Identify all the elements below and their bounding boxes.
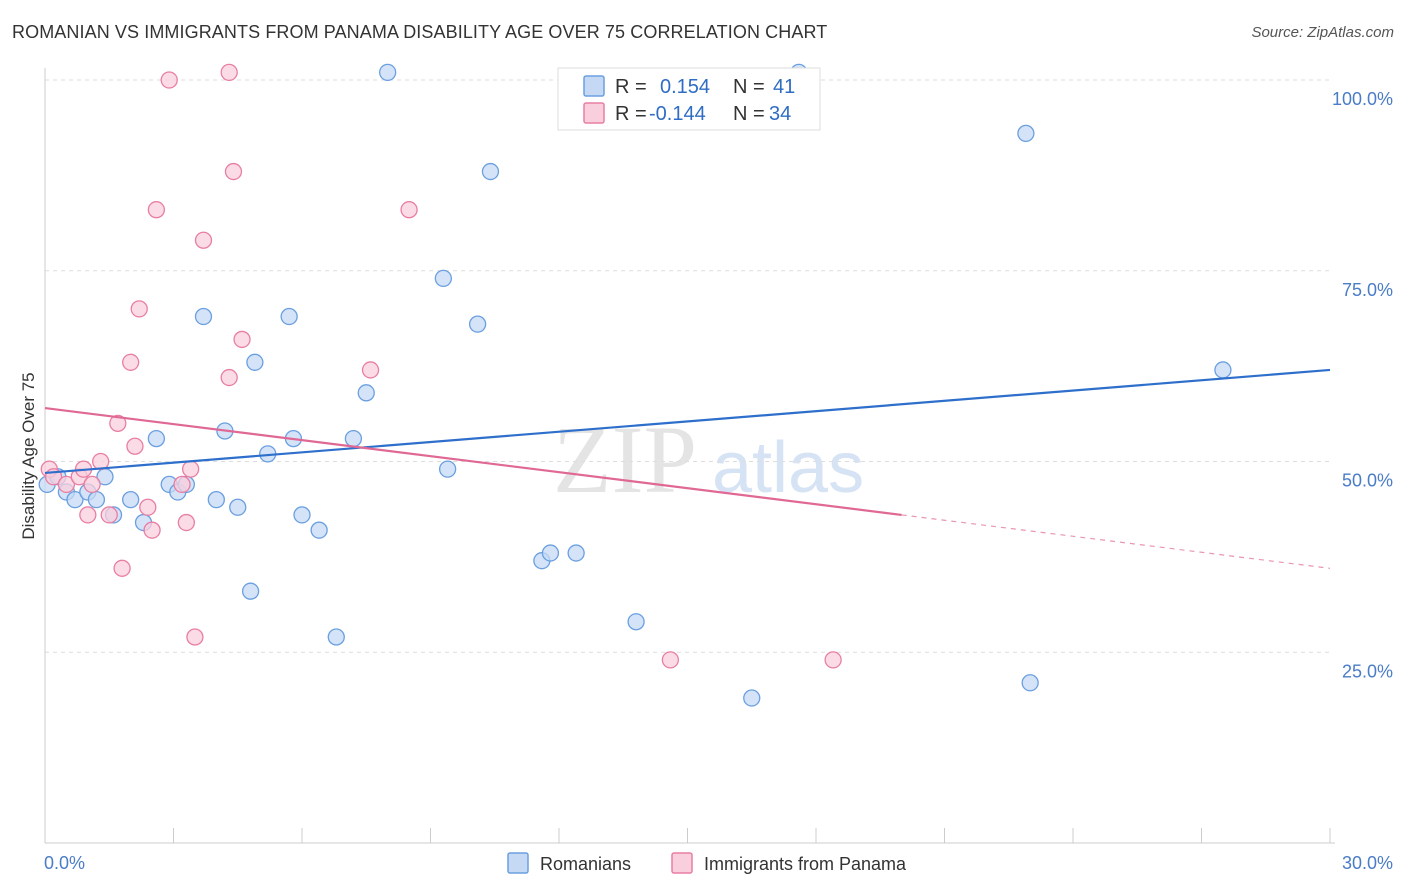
data-point-romanians xyxy=(438,460,457,478)
data-point-panama xyxy=(113,559,131,577)
y-tick-label-25: 25.0% xyxy=(1342,661,1393,681)
trend-line-panama xyxy=(44,406,902,517)
legend: Romanians Immigrants from Panama xyxy=(507,852,907,874)
stats-r-label-panama: R = xyxy=(615,103,647,125)
legend-label-panama: Immigrants from Panama xyxy=(704,854,907,874)
data-point-panama xyxy=(147,201,166,219)
data-point-romanians xyxy=(567,544,585,562)
x-tick-labels: 0.0% 30.0% xyxy=(44,853,1393,873)
data-point-panama xyxy=(126,437,144,455)
source-credit: Source: ZipAtlas.com xyxy=(1251,24,1394,41)
stats-swatch-panama xyxy=(583,102,605,124)
data-point-romanians xyxy=(194,307,213,326)
watermark-zip: ZIP xyxy=(553,406,697,513)
data-point-panama xyxy=(109,414,127,433)
y-tick-label-75: 75.0% xyxy=(1342,280,1393,300)
data-point-romanians xyxy=(344,429,363,448)
stats-n-value-romanians: 41 xyxy=(773,76,795,98)
data-point-romanians xyxy=(468,315,487,333)
data-point-panama xyxy=(139,498,157,516)
data-point-romanians xyxy=(66,490,84,509)
stats-n-label-romanians: N = xyxy=(733,76,765,98)
data-point-panama xyxy=(143,521,161,539)
data-point-panama xyxy=(181,460,200,478)
data-point-romanians xyxy=(357,384,375,402)
data-point-romanians xyxy=(241,582,260,600)
stats-box: R = 0.154 N = 41 R = -0.144 N = 34 xyxy=(557,67,821,131)
stats-n-value-panama: 34 xyxy=(769,103,791,125)
data-point-panama xyxy=(57,475,76,494)
data-point-romanians xyxy=(147,429,166,448)
chart-title: ROMANIAN VS IMMIGRANTS FROM PANAMA DISAB… xyxy=(12,22,828,42)
x-tick-label-30: 30.0% xyxy=(1342,853,1393,873)
data-point-romanians xyxy=(229,498,247,516)
data-point-romanians xyxy=(310,521,328,539)
data-point-panama xyxy=(220,368,238,387)
stats-r-value-romanians: 0.154 xyxy=(660,76,710,98)
watermark: ZIP atlas xyxy=(553,406,864,513)
y-axis-label: Disability Age Over 75 xyxy=(19,372,38,539)
data-point-panama xyxy=(220,63,238,82)
legend-swatch-panama xyxy=(671,852,693,874)
data-point-panama xyxy=(186,628,204,646)
data-point-romanians xyxy=(280,307,298,326)
axes xyxy=(44,68,1335,844)
x-tick-label-0: 0.0% xyxy=(44,853,85,873)
data-point-panama xyxy=(83,475,101,494)
data-point-panama xyxy=(400,201,418,219)
trend-line-romanians xyxy=(44,368,1331,475)
legend-swatch-romanians xyxy=(507,852,529,874)
data-point-romanians xyxy=(87,490,106,509)
stats-r-label-romanians: R = xyxy=(615,76,647,98)
series-panama xyxy=(40,63,842,669)
data-point-romanians xyxy=(481,162,500,181)
data-point-panama xyxy=(160,71,178,89)
y-tick-labels: 25.0% 50.0% 75.0% 100.0% xyxy=(1332,89,1393,681)
data-point-panama xyxy=(130,300,148,318)
data-point-romanians xyxy=(1021,674,1039,692)
stats-swatch-romanians xyxy=(583,75,605,97)
data-point-romanians xyxy=(1017,124,1035,143)
data-point-romanians xyxy=(293,506,311,524)
data-point-romanians xyxy=(627,613,645,631)
data-point-panama xyxy=(194,231,213,249)
data-point-panama xyxy=(824,651,842,669)
data-point-panama xyxy=(224,162,243,181)
data-point-romanians xyxy=(541,544,560,562)
data-point-romanians xyxy=(246,353,264,371)
trend-lines xyxy=(44,368,1331,569)
stats-r-value-panama: -0.144 xyxy=(649,103,706,125)
data-point-panama xyxy=(233,330,251,349)
data-point-romanians xyxy=(1214,361,1232,379)
data-point-romanians xyxy=(207,490,225,509)
data-point-panama xyxy=(661,651,680,669)
trend-line-panama-extension xyxy=(901,514,1331,569)
data-point-panama xyxy=(173,475,191,494)
data-point-panama xyxy=(122,353,140,371)
data-point-panama xyxy=(361,361,380,379)
watermark-atlas: atlas xyxy=(712,428,864,508)
data-point-romanians xyxy=(122,490,140,509)
data-point-romanians xyxy=(379,63,397,82)
data-point-romanians xyxy=(743,689,761,707)
data-point-romanians xyxy=(327,628,345,646)
stats-n-label-panama: N = xyxy=(733,103,765,125)
series-romanians xyxy=(38,63,1232,707)
data-point-romanians xyxy=(434,269,453,288)
data-point-panama xyxy=(79,506,97,524)
data-point-panama xyxy=(177,513,196,532)
y-tick-label-50: 50.0% xyxy=(1342,471,1393,491)
legend-label-romanians: Romanians xyxy=(540,854,631,874)
y-tick-label-100: 100.0% xyxy=(1332,89,1393,109)
data-point-panama xyxy=(100,506,118,524)
